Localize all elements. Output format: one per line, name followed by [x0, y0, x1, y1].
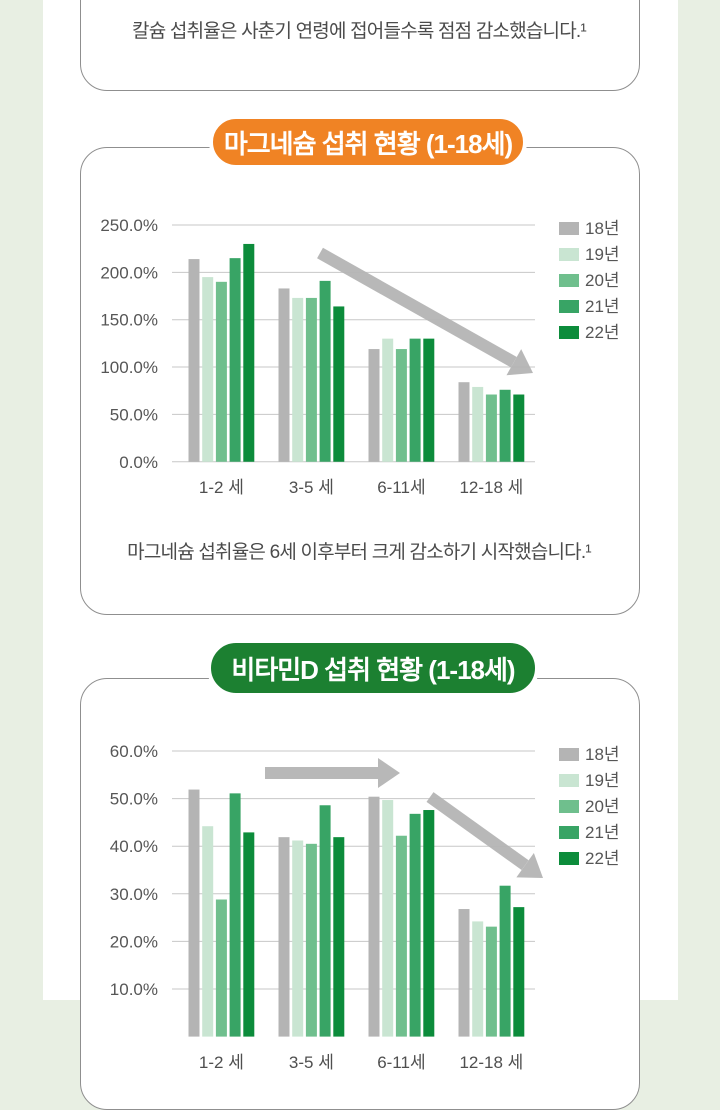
legend-swatch — [559, 248, 579, 261]
bar-magnesium-22년-2 — [423, 338, 435, 462]
y-axis-tick-label: 40.0% — [110, 837, 158, 856]
x-axis-label: 6-11세 — [377, 478, 425, 497]
bar-vitamin-d-19년-3 — [472, 921, 484, 1037]
legend-label: 20년 — [585, 271, 620, 290]
bar-magnesium-22년-3 — [513, 394, 525, 462]
bar-vitamin-d-18년-0 — [188, 789, 200, 1037]
y-axis-tick-label: 10.0% — [110, 980, 158, 999]
x-axis-label: 12-18 세 — [459, 478, 523, 497]
bar-vitamin-d-22년-3 — [513, 907, 525, 1037]
bar-vitamin-d-20년-1 — [305, 843, 317, 1037]
bar-magnesium-21년-1 — [319, 280, 331, 462]
legend-label: 21년 — [585, 297, 620, 316]
bar-magnesium-20년-3 — [485, 394, 497, 462]
y-axis-tick-label: 100.0% — [100, 358, 158, 377]
trend-arrow-icon — [265, 758, 400, 788]
bar-vitamin-d-18년-3 — [458, 909, 470, 1037]
bar-magnesium-18년-2 — [368, 349, 380, 462]
y-axis-tick-label: 20.0% — [110, 932, 158, 951]
bar-magnesium-20년-2 — [395, 349, 407, 462]
legend-swatch — [559, 800, 579, 813]
bar-magnesium-21년-3 — [499, 389, 511, 462]
bar-magnesium-18년-0 — [188, 259, 200, 462]
bar-magnesium-20년-1 — [305, 297, 317, 462]
bar-magnesium-22년-1 — [333, 306, 345, 462]
bar-vitamin-d-22년-2 — [423, 810, 435, 1037]
bar-vitamin-d-21년-2 — [409, 813, 421, 1037]
legend-swatch — [559, 852, 579, 865]
bar-magnesium-18년-1 — [278, 288, 290, 462]
trend-arrow-icon — [317, 247, 533, 376]
chart-magnesium: 250.0% 200.0% 150.0% 100.0% 50.0% 0.0% 1-2 세 3-… — [100, 216, 619, 497]
bar-vitamin-d-20년-3 — [485, 926, 497, 1037]
bar-vitamin-d-19년-2 — [382, 800, 394, 1037]
y-axis-tick-label: 50.0% — [110, 790, 158, 809]
legend-label: 20년 — [585, 797, 620, 816]
x-axis-label: 3-5 세 — [289, 1053, 334, 1072]
legend-label: 18년 — [585, 745, 620, 764]
legend-swatch — [559, 774, 579, 787]
y-axis-tick-label: 0.0% — [119, 453, 158, 472]
bar-vitamin-d-18년-1 — [278, 837, 290, 1037]
trend-arrow-icon — [426, 792, 543, 878]
bar-vitamin-d-21년-1 — [319, 805, 331, 1037]
bar-vitamin-d-22년-1 — [333, 837, 345, 1037]
bar-magnesium-19년-0 — [202, 277, 214, 462]
legend-label: 22년 — [585, 849, 620, 868]
y-axis-tick-label: 250.0% — [100, 216, 158, 235]
legend-swatch — [559, 300, 579, 313]
calcium-summary-card — [80, 0, 640, 91]
y-axis-tick-label: 50.0% — [110, 405, 158, 424]
y-axis-tick-label: 60.0% — [110, 742, 158, 761]
legend-swatch — [559, 222, 579, 235]
magnesium-title-badge: 마그네슘 섭취 현황 (1-18세) — [209, 115, 527, 169]
legend-label: 18년 — [585, 219, 620, 238]
bar-vitamin-d-21년-0 — [229, 793, 241, 1037]
infographic-page: 칼슘 섭취율은 사춘기 연령에 접어들수록 점점 감소했습니다.¹ 마그네슘 섭… — [43, 0, 678, 1110]
bar-vitamin-d-19년-1 — [292, 840, 304, 1037]
y-axis-tick-label: 150.0% — [100, 311, 158, 330]
bar-vitamin-d-22년-0 — [243, 832, 255, 1037]
x-axis-label: 3-5 세 — [289, 478, 334, 497]
legend-swatch — [559, 748, 579, 761]
y-axis-tick-label: 200.0% — [100, 263, 158, 282]
bar-magnesium-19년-1 — [292, 297, 304, 462]
legend-label: 22년 — [585, 323, 620, 342]
vitamin-d-title-badge: 비타민D 섭취 현황 (1-18세) — [207, 639, 539, 697]
bar-magnesium-19년-2 — [382, 338, 394, 462]
bar-vitamin-d-21년-3 — [499, 885, 511, 1037]
bar-magnesium-19년-3 — [472, 386, 484, 462]
legend-label: 19년 — [585, 771, 620, 790]
y-axis-tick-label: 30.0% — [110, 885, 158, 904]
magnesium-caption: 마그네슘 섭취율은 6세 이후부터 크게 감소하기 시작했습니다.¹ — [127, 542, 591, 563]
bar-vitamin-d-20년-0 — [215, 899, 227, 1037]
bar-magnesium-20년-0 — [215, 281, 227, 462]
x-axis-label: 1-2 세 — [199, 478, 244, 497]
calcium-caption: 칼슘 섭취율은 사춘기 연령에 접어들수록 점점 감소했습니다.¹ — [132, 21, 587, 42]
bar-magnesium-18년-3 — [458, 382, 470, 462]
legend-swatch — [559, 826, 579, 839]
bar-vitamin-d-18년-2 — [368, 796, 380, 1037]
bar-vitamin-d-20년-2 — [395, 835, 407, 1037]
bar-magnesium-21년-2 — [409, 338, 421, 462]
legend-swatch — [559, 274, 579, 287]
bar-magnesium-22년-0 — [243, 243, 255, 462]
legend-label: 21년 — [585, 823, 620, 842]
x-axis-label: 12-18 세 — [459, 1053, 523, 1072]
bar-vitamin-d-19년-0 — [202, 826, 214, 1037]
x-axis-label: 1-2 세 — [199, 1053, 244, 1072]
bar-magnesium-21년-0 — [229, 258, 241, 462]
legend-label: 19년 — [585, 245, 620, 264]
chart-vitamin-d: 60.0% 50.0% 40.0% 30.0% 20.0% 10.0% 1-2 세 3-5 세… — [110, 742, 620, 1072]
x-axis-label: 6-11세 — [377, 1053, 425, 1072]
legend-swatch — [559, 326, 579, 339]
